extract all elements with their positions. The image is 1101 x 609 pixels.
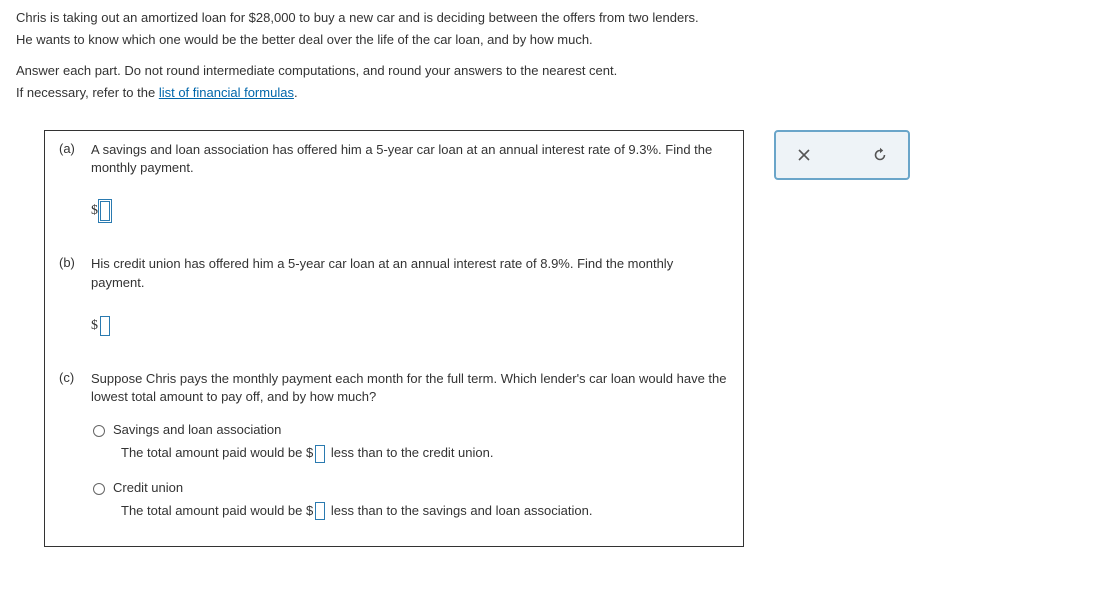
close-icon — [797, 148, 811, 162]
option1-sub-a: The total amount paid would be $ — [121, 445, 313, 460]
option2-sub-a: The total amount paid would be $ — [121, 503, 313, 518]
part-a-prompt: A savings and loan association has offer… — [91, 141, 729, 177]
clear-button[interactable] — [794, 145, 814, 165]
part-a-input[interactable] — [100, 201, 110, 221]
option1-input[interactable] — [315, 445, 325, 463]
intro-line-2: He wants to know which one would be the … — [16, 30, 1085, 50]
part-b: (b) His credit union has offered him a 5… — [59, 255, 729, 349]
radio-icon — [93, 425, 105, 437]
option2-sub-b: less than to the savings and loan associ… — [327, 503, 592, 518]
reset-button[interactable] — [870, 145, 890, 165]
part-a-label: (a) — [59, 141, 91, 235]
option1-sub-b: less than to the credit union. — [327, 445, 493, 460]
intro-text: Chris is taking out an amortized loan fo… — [16, 8, 1085, 102]
financial-formulas-link[interactable]: list of financial formulas — [159, 85, 294, 100]
part-b-label: (b) — [59, 255, 91, 349]
option2-input[interactable] — [315, 502, 325, 520]
intro-line-3: Answer each part. Do not round intermedi… — [16, 61, 1085, 81]
question-box: (a) A savings and loan association has o… — [44, 130, 744, 547]
part-a: (a) A savings and loan association has o… — [59, 141, 729, 235]
intro-line-4: If necessary, refer to the list of finan… — [16, 83, 1085, 103]
dollar-sign: $ — [91, 203, 98, 219]
intro-line-4a: If necessary, refer to the — [16, 85, 159, 100]
part-b-input[interactable] — [100, 316, 110, 336]
intro-line-1: Chris is taking out an amortized loan fo… — [16, 8, 1085, 28]
action-panel — [774, 130, 910, 180]
dollar-sign: $ — [91, 318, 98, 334]
part-c-prompt: Suppose Chris pays the monthly payment e… — [91, 370, 729, 406]
option-credit-sub: The total amount paid would be $ less th… — [121, 501, 729, 522]
part-c: (c) Suppose Chris pays the monthly payme… — [59, 370, 729, 522]
option-savings[interactable]: Savings and loan association — [93, 422, 729, 437]
part-b-prompt: His credit union has offered him a 5-yea… — [91, 255, 729, 291]
intro-line-4b: . — [294, 85, 298, 100]
option-credit-label: Credit union — [113, 480, 183, 495]
option-savings-label: Savings and loan association — [113, 422, 281, 437]
undo-icon — [872, 147, 888, 163]
option-credit-union[interactable]: Credit union — [93, 480, 729, 495]
option-savings-sub: The total amount paid would be $ less th… — [121, 443, 729, 464]
part-c-label: (c) — [59, 370, 91, 522]
radio-icon — [93, 483, 105, 495]
